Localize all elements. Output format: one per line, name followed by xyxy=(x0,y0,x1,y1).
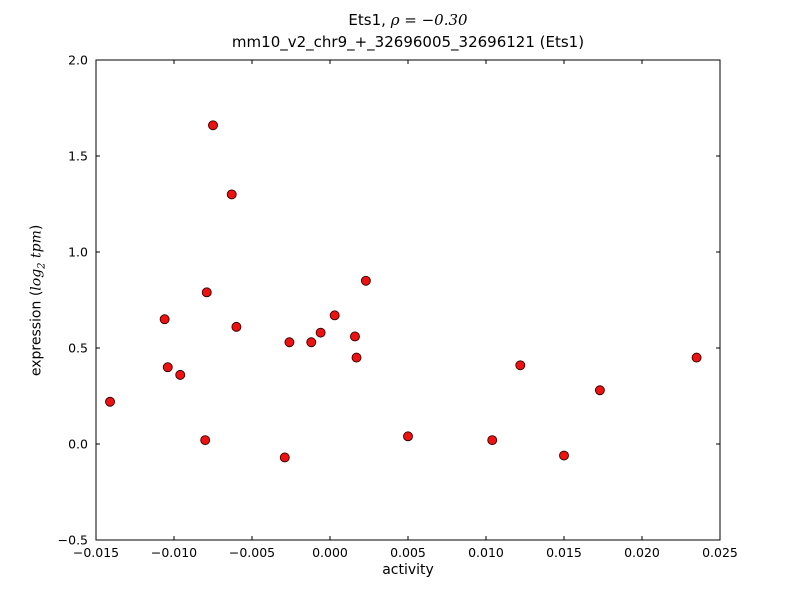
data-point xyxy=(231,321,242,332)
data-point xyxy=(208,120,218,131)
x-axis-label: activity xyxy=(382,562,434,578)
data-point xyxy=(403,431,413,442)
y-tick-label: 0.0 xyxy=(68,437,88,452)
x-tick-label: −0.015 xyxy=(73,545,119,560)
data-point xyxy=(487,435,498,446)
data-point xyxy=(351,352,362,363)
y-tick-label: 2.0 xyxy=(68,53,88,68)
x-tick-label: 0.000 xyxy=(312,545,348,560)
data-point xyxy=(360,275,371,286)
data-point xyxy=(159,314,170,325)
axes-frame xyxy=(95,59,721,541)
y-tick-label: −0.5 xyxy=(58,533,88,548)
data-point xyxy=(226,189,237,200)
x-tick-label: −0.005 xyxy=(229,545,275,560)
x-tick-label: 0.020 xyxy=(624,545,660,560)
title-text: Ets1, xyxy=(348,11,391,29)
data-point xyxy=(200,435,211,446)
x-tick-label: −0.010 xyxy=(151,545,197,560)
data-point xyxy=(201,287,212,298)
data-point xyxy=(162,362,173,373)
data-point xyxy=(105,396,115,407)
data-point xyxy=(559,450,569,461)
data-point xyxy=(515,360,526,371)
y-tick-label: 0.5 xyxy=(68,341,88,356)
data-point xyxy=(306,337,317,348)
data-point xyxy=(350,331,360,342)
data-point xyxy=(315,327,326,338)
plot-title: Ets1, ρ = −0.30 mm10_v2_chr9_+_32696005_… xyxy=(96,9,720,53)
data-point xyxy=(594,385,605,396)
title-line-2: mm10_v2_chr9_+_32696005_32696121 (Ets1) xyxy=(231,33,585,51)
data-point xyxy=(284,337,295,348)
data-point xyxy=(329,310,340,321)
title-rho-value: ρ = −0.30 xyxy=(390,11,468,29)
y-tick-label: 1.5 xyxy=(68,149,88,164)
data-point xyxy=(691,352,702,363)
x-tick-label: 0.005 xyxy=(390,545,426,560)
data-point xyxy=(175,369,186,380)
y-tick-label: 1.0 xyxy=(68,245,88,260)
x-tick-label: 0.025 xyxy=(702,545,738,560)
title-line-1: Ets1, ρ = −0.30 xyxy=(96,9,720,31)
data-point xyxy=(279,452,290,463)
x-tick-label: 0.015 xyxy=(546,545,582,560)
x-tick-label: 0.010 xyxy=(468,545,504,560)
